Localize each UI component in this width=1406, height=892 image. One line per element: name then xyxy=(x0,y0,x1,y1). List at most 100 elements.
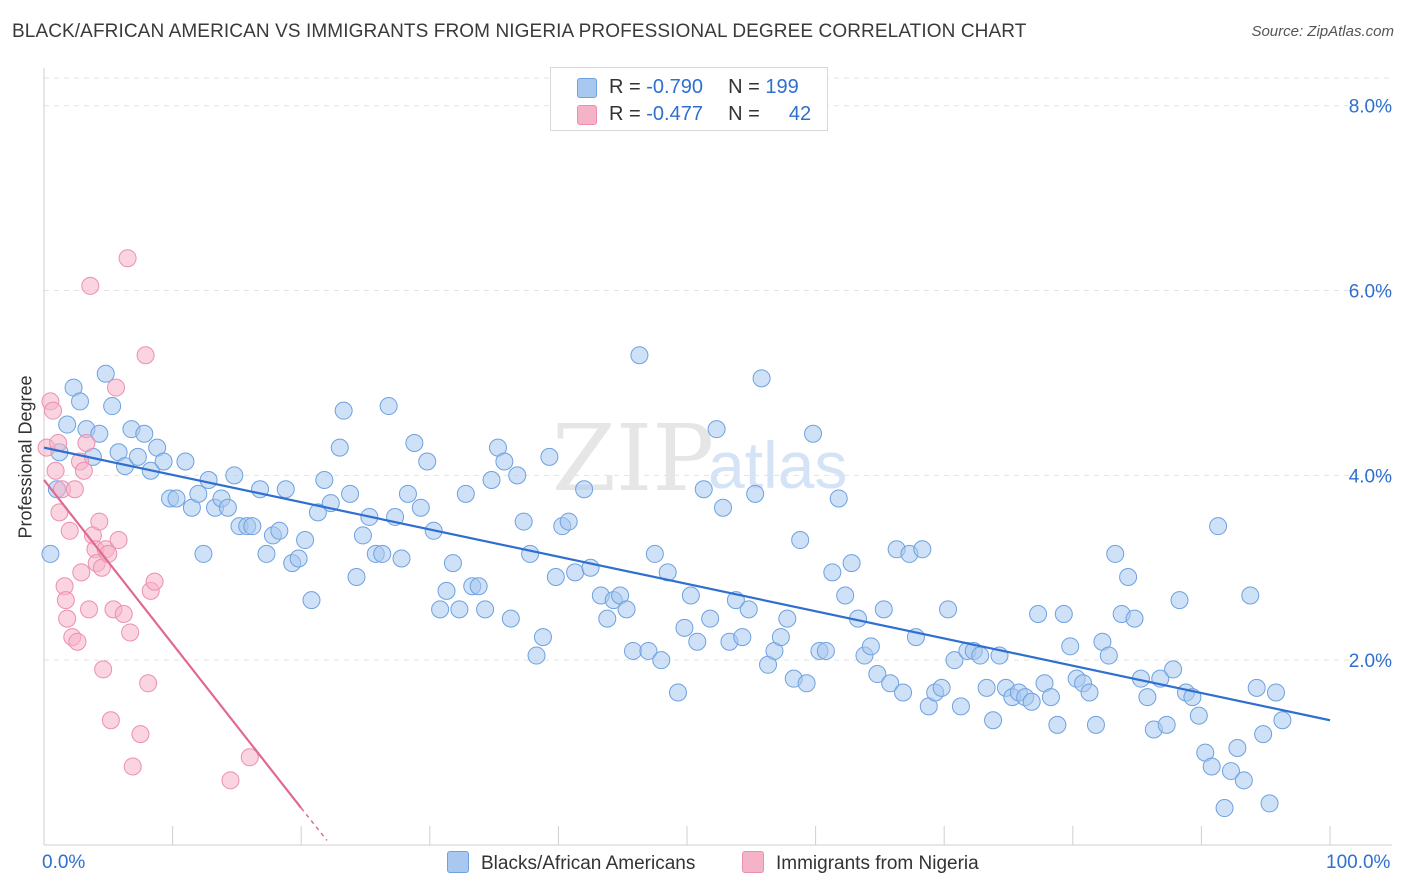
series-name-nigeria: Immigrants from Nigeria xyxy=(776,853,979,874)
point-nigeria xyxy=(68,632,87,651)
point-blacks xyxy=(1086,715,1105,734)
point-blacks xyxy=(688,632,707,651)
point-blacks xyxy=(623,641,642,660)
point-blacks xyxy=(1138,688,1157,707)
point-nigeria xyxy=(58,609,77,628)
legend-r-value: -0.790 xyxy=(646,76,703,98)
point-blacks xyxy=(797,674,816,693)
legend-r-value: -0.477 xyxy=(646,103,703,125)
point-blacks xyxy=(199,470,218,489)
point-blacks xyxy=(469,577,488,596)
point-nigeria xyxy=(121,623,140,642)
point-blacks xyxy=(411,498,430,517)
point-nigeria xyxy=(114,604,133,623)
point-blacks xyxy=(341,484,360,503)
point-blacks xyxy=(276,480,295,499)
point-blacks xyxy=(681,586,700,605)
point-blacks xyxy=(861,637,880,656)
point-blacks xyxy=(90,424,109,443)
point-blacks xyxy=(1054,604,1073,623)
point-blacks xyxy=(1170,591,1189,610)
point-blacks xyxy=(476,600,495,619)
point-blacks xyxy=(1209,517,1228,536)
legend-n-label: N = xyxy=(728,76,760,98)
y-tick-label: 6.0% xyxy=(1349,282,1392,303)
point-blacks xyxy=(334,401,353,420)
legend-swatch-pink xyxy=(577,105,597,125)
point-blacks xyxy=(431,600,450,619)
point-blacks xyxy=(296,531,315,550)
point-blacks xyxy=(482,470,501,489)
legend-n-label: N = xyxy=(728,103,760,125)
point-blacks xyxy=(1041,688,1060,707)
point-blacks xyxy=(977,678,996,697)
correlation-legend: R = -0.790 N = 199 R = -0.477 N = 42 xyxy=(550,67,828,131)
point-blacks xyxy=(495,452,514,471)
point-blacks xyxy=(41,544,60,563)
point-blacks xyxy=(533,628,552,647)
point-blacks xyxy=(746,484,765,503)
point-nigeria xyxy=(50,503,69,522)
point-blacks xyxy=(701,609,720,628)
point-blacks xyxy=(540,447,559,466)
point-blacks xyxy=(951,697,970,716)
point-blacks xyxy=(617,600,636,619)
point-blacks xyxy=(58,415,77,434)
point-blacks xyxy=(1157,715,1176,734)
y-tick-labels: 2.0% 4.0% 6.0% 8.0% xyxy=(1349,97,1392,672)
point-blacks xyxy=(1260,794,1279,813)
trend-lines xyxy=(43,446,1331,841)
point-blacks xyxy=(945,651,964,670)
point-blacks xyxy=(1189,706,1208,725)
point-nigeria xyxy=(94,660,113,679)
point-blacks xyxy=(639,641,658,660)
point-blacks xyxy=(1080,683,1099,702)
point-blacks xyxy=(308,503,327,522)
point-blacks xyxy=(257,544,276,563)
point-nigeria xyxy=(136,346,155,365)
point-blacks xyxy=(829,489,848,508)
gridlines xyxy=(44,77,1392,661)
y-axis-label: Professional Degree xyxy=(15,375,36,539)
y-tick-label: 8.0% xyxy=(1349,97,1392,118)
point-blacks xyxy=(791,531,810,550)
point-nigeria xyxy=(65,480,84,499)
point-blacks xyxy=(894,683,913,702)
chart-title: BLACK/AFRICAN AMERICAN VS IMMIGRANTS FRO… xyxy=(12,21,1027,42)
point-blacks xyxy=(1164,660,1183,679)
point-blacks xyxy=(816,641,835,660)
legend-r-label: R = xyxy=(609,103,641,125)
series-name-blacks: Blacks/African Americans xyxy=(481,853,696,874)
point-blacks xyxy=(1125,609,1144,628)
point-blacks xyxy=(881,674,900,693)
point-nigeria xyxy=(139,674,158,693)
x-max-label: 100.0% xyxy=(1326,852,1391,873)
point-nigeria xyxy=(90,512,109,531)
watermark-atlas: atlas xyxy=(708,428,847,502)
point-blacks xyxy=(302,591,321,610)
point-blacks xyxy=(1099,646,1118,665)
point-blacks xyxy=(874,600,893,619)
series-legend-nigeria: Immigrants from Nigeria xyxy=(742,851,979,875)
source-credit: Source: ZipAtlas.com xyxy=(1251,23,1394,40)
point-blacks xyxy=(836,586,855,605)
point-blacks xyxy=(630,346,649,365)
point-blacks xyxy=(652,651,671,670)
point-blacks xyxy=(418,452,437,471)
point-blacks xyxy=(225,466,244,485)
point-blacks xyxy=(508,466,527,485)
point-blacks xyxy=(752,369,771,388)
point-nigeria xyxy=(77,434,96,453)
point-blacks xyxy=(521,544,540,563)
point-blacks xyxy=(1048,715,1067,734)
point-nigeria xyxy=(80,600,99,619)
point-nigeria xyxy=(118,249,137,268)
point-blacks xyxy=(373,544,392,563)
point-blacks xyxy=(1234,771,1253,790)
point-blacks xyxy=(868,665,887,684)
point-blacks xyxy=(527,646,546,665)
point-blacks xyxy=(913,540,932,559)
point-blacks xyxy=(939,600,958,619)
point-blacks xyxy=(392,549,411,568)
